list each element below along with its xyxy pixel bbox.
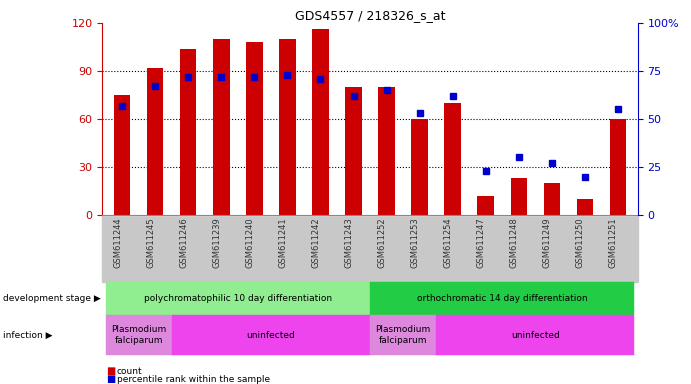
Text: GSM611249: GSM611249 bbox=[543, 217, 552, 268]
Bar bbox=[312, 30, 329, 215]
Text: ■: ■ bbox=[106, 366, 115, 376]
Text: GSM611253: GSM611253 bbox=[410, 217, 419, 268]
Bar bbox=[114, 95, 131, 215]
Bar bbox=[180, 49, 196, 215]
Text: GSM611242: GSM611242 bbox=[312, 217, 321, 268]
Text: GSM611250: GSM611250 bbox=[576, 217, 585, 268]
Title: GDS4557 / 218326_s_at: GDS4557 / 218326_s_at bbox=[295, 9, 445, 22]
Text: GSM611254: GSM611254 bbox=[444, 217, 453, 268]
Text: GSM611244: GSM611244 bbox=[113, 217, 122, 268]
Text: infection ▶: infection ▶ bbox=[3, 331, 53, 339]
Bar bbox=[213, 39, 229, 215]
Text: orthochromatic 14 day differentiation: orthochromatic 14 day differentiation bbox=[417, 294, 587, 303]
Bar bbox=[511, 178, 527, 215]
Text: development stage ▶: development stage ▶ bbox=[3, 294, 101, 303]
Text: GSM611241: GSM611241 bbox=[278, 217, 287, 268]
Text: GSM611248: GSM611248 bbox=[510, 217, 519, 268]
Bar bbox=[279, 39, 296, 215]
Bar bbox=[378, 87, 395, 215]
Text: GSM611243: GSM611243 bbox=[345, 217, 354, 268]
Bar bbox=[576, 199, 593, 215]
Text: GSM611247: GSM611247 bbox=[477, 217, 486, 268]
Text: GSM611252: GSM611252 bbox=[377, 217, 386, 268]
Bar bbox=[147, 68, 164, 215]
Text: GSM611240: GSM611240 bbox=[245, 217, 254, 268]
Text: polychromatophilic 10 day differentiation: polychromatophilic 10 day differentiatio… bbox=[144, 294, 332, 303]
Text: GSM611251: GSM611251 bbox=[609, 217, 618, 268]
Text: GSM611246: GSM611246 bbox=[179, 217, 188, 268]
Text: Plasmodium
falciparum: Plasmodium falciparum bbox=[375, 325, 430, 345]
Text: uninfected: uninfected bbox=[511, 331, 560, 339]
Bar bbox=[411, 119, 428, 215]
Bar bbox=[609, 119, 626, 215]
Text: GSM611239: GSM611239 bbox=[212, 217, 221, 268]
Bar bbox=[544, 183, 560, 215]
Text: count: count bbox=[117, 367, 142, 376]
Text: Plasmodium
falciparum: Plasmodium falciparum bbox=[111, 325, 167, 345]
Text: percentile rank within the sample: percentile rank within the sample bbox=[117, 374, 270, 384]
Bar bbox=[477, 196, 494, 215]
Bar bbox=[346, 87, 362, 215]
Bar bbox=[246, 42, 263, 215]
Text: GSM611245: GSM611245 bbox=[146, 217, 155, 268]
Text: ■: ■ bbox=[106, 374, 115, 384]
Bar bbox=[444, 103, 461, 215]
Text: uninfected: uninfected bbox=[247, 331, 295, 339]
